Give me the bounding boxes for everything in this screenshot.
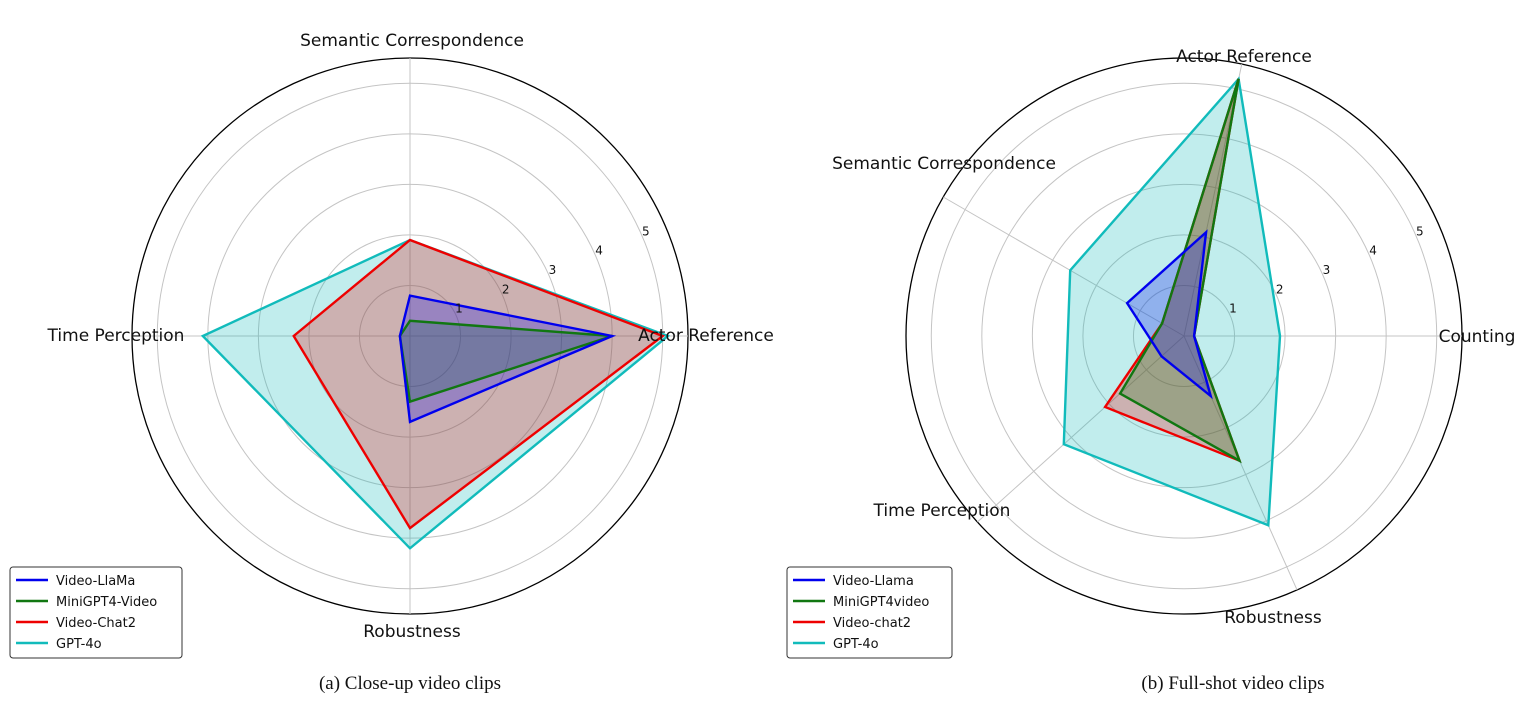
axis-label-actor-reference: Actor Reference <box>638 326 774 346</box>
series-line-gpt-4o <box>1062 76 1282 528</box>
grid-spoke <box>1183 335 1298 591</box>
tick-label: 3 <box>1323 263 1331 277</box>
tick-label: 1 <box>1229 302 1237 316</box>
legend-label-minigpt4video: MiniGPT4video <box>833 595 929 610</box>
series-fill-video-chat2 <box>1105 78 1240 461</box>
series-line-video-llama <box>398 294 617 424</box>
legend-box <box>786 566 953 659</box>
axis-label-counting: Counting <box>1439 327 1516 347</box>
axis-label-robustness: Robustness <box>1224 608 1322 628</box>
series-line-video-chat2 <box>292 238 666 530</box>
series-line-minigpt4video <box>1118 78 1242 464</box>
tick-label: 4 <box>1369 244 1377 258</box>
grid-spoke <box>977 335 1185 523</box>
axis-label-semantic-correspondence: Semantic Correspondence <box>300 31 524 51</box>
axis-label-time-perception: Time Perception <box>873 501 1011 521</box>
legend-label-gpt-4o: GPT-4o <box>833 637 879 652</box>
tick-label: 5 <box>1416 224 1424 238</box>
axis-label-time-perception: Time Perception <box>47 326 185 346</box>
series-fill-minigpt4-video <box>399 320 613 402</box>
legend-label-video-chat2: Video-chat2 <box>833 616 911 631</box>
series-fill-video-chat2 <box>293 240 663 529</box>
legend-box <box>9 566 183 659</box>
legend-label-gpt-4o: GPT-4o <box>56 637 102 652</box>
tick-label: 2 <box>502 282 510 296</box>
caption: (a) Close-up video clips <box>319 673 501 694</box>
legend: Video-Llama MiniGPT4video Video-chat2 GPT-4… <box>786 566 953 659</box>
tick-label: 5 <box>642 224 650 238</box>
legend-label-video-llama: Video-LlaMa <box>56 574 135 589</box>
tick-label: 4 <box>595 244 603 258</box>
axis-label-actor-reference: Actor Reference <box>1176 47 1312 67</box>
caption: (b) Full-shot video clips <box>1141 673 1324 694</box>
legend-label-minigpt4-video: MiniGPT4-Video <box>56 595 157 610</box>
legend-label-video-chat2: Video-Chat2 <box>56 616 136 631</box>
series-fill-video-llama <box>399 295 613 422</box>
tick-label: 3 <box>549 263 557 277</box>
grid-spoke <box>942 196 1185 337</box>
axis-label-robustness: Robustness <box>363 622 461 642</box>
axis-label-semantic-correspondence: Semantic Correspondence <box>832 154 1056 174</box>
series-fill-gpt-4o <box>1063 78 1280 526</box>
tick-label: 1 <box>455 302 463 316</box>
legend-label-video-llama: Video-Llama <box>833 574 914 589</box>
legend: Video-LlaMa MiniGPT4-Video Video-Chat2 GPT-… <box>9 566 183 659</box>
series-line-video-llama <box>1125 229 1213 400</box>
series-fill-video-llama <box>1127 232 1211 396</box>
radar-chart-full-shot: 1 2 3 4 5 Counting Actor Reference Semantic Cor… <box>786 47 1516 694</box>
radar-chart-close-up: 1 2 3 4 5 Actor Reference Semantic Corresponde… <box>9 31 774 694</box>
tick-label: 2 <box>1276 282 1284 296</box>
